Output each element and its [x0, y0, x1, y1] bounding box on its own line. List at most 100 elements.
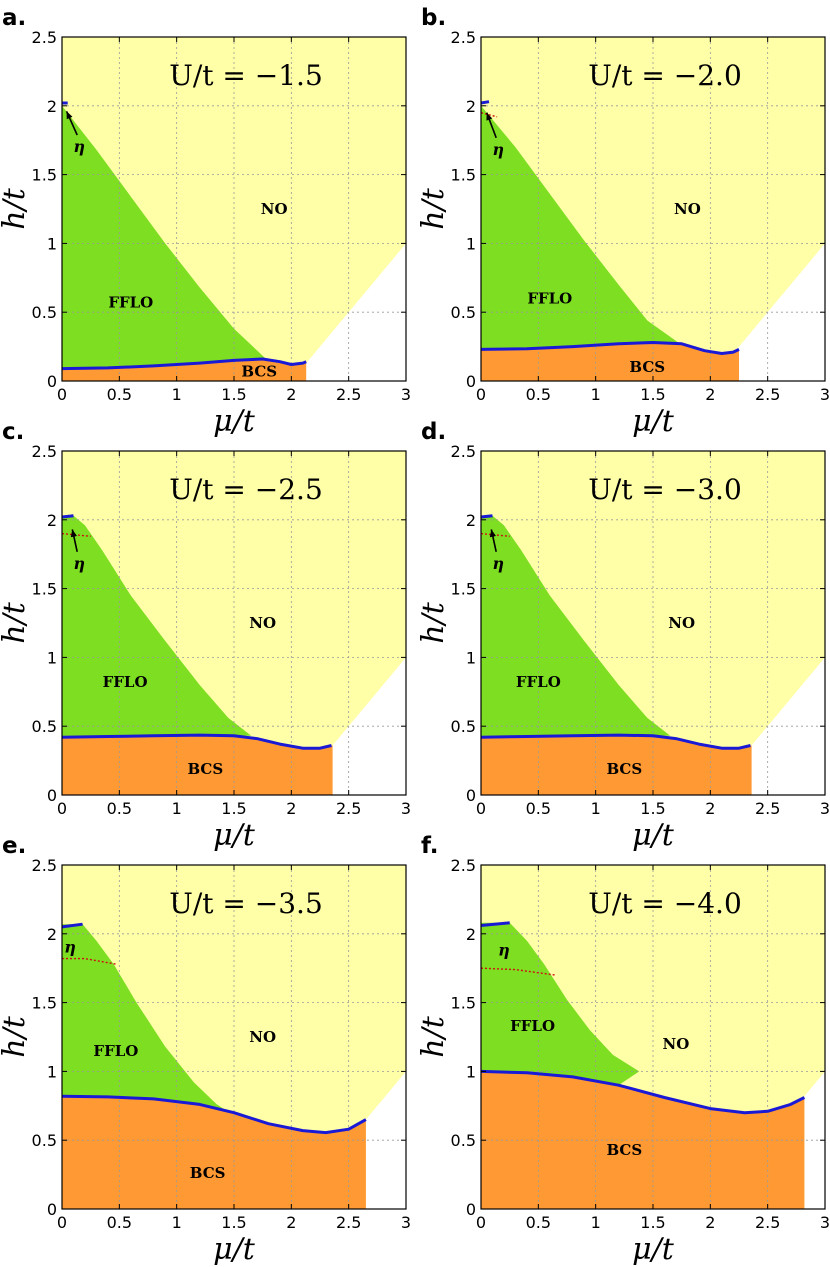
y-tick-label: 2.5: [451, 442, 476, 461]
region-label-bcs: BCS: [606, 760, 642, 778]
y-axis-label: h/t: [416, 1015, 451, 1057]
eta-label: η: [498, 940, 510, 959]
x-tick-label: 1: [172, 385, 182, 404]
chart-panel-6: 0 0.5 1 1.5 2 2.5 3 0 0.5 1 1.5 2 2.5 μ/t h/t f. U/t = −…: [416, 833, 830, 1267]
y-axis-label: h/t: [0, 601, 32, 643]
y-tick-label: 1: [466, 234, 476, 253]
x-tick-label: 2.5: [755, 385, 780, 404]
x-tick-label: 1: [591, 799, 601, 818]
region-label-bcs: BCS: [606, 1141, 642, 1159]
region-label-no: NO: [249, 614, 276, 632]
chart-panel-4: 0 0.5 1 1.5 2 2.5 3 0 0.5 1 1.5 2 2.5 μ/t h/t d. U/t = −…: [416, 419, 830, 853]
panel-letter: b.: [421, 5, 446, 31]
y-tick-label: 0: [47, 1200, 57, 1219]
region-bcs: [62, 735, 333, 795]
y-tick-label: 0: [47, 786, 57, 805]
y-axis-label: h/t: [0, 187, 32, 229]
chart-panel-5: 0 0.5 1 1.5 2 2.5 3 0 0.5 1 1.5 2 2.5 μ/t h/t e. U/t = −…: [0, 833, 411, 1267]
region-label-bcs: BCS: [190, 1164, 226, 1182]
y-tick-label: 1: [466, 648, 476, 667]
region-fflo: [62, 924, 234, 1116]
region-label-no: NO: [249, 1028, 276, 1046]
bcs-boundary-line: [61, 733, 332, 750]
y-tick-label: 2.5: [32, 28, 57, 47]
y-tick-label: 2: [466, 925, 476, 944]
y-axis-label: h/t: [416, 601, 451, 643]
chart-title: U/t = −3.0: [588, 473, 742, 506]
region-label-bcs: BCS: [187, 760, 223, 778]
eta-arrow-head: [486, 112, 493, 121]
y-tick-label: 1: [466, 1062, 476, 1081]
x-tick-label: 0.5: [526, 385, 551, 404]
eta-dashed-line: [61, 532, 91, 537]
y-tick-label: 2.5: [32, 442, 57, 461]
x-tick-label: 1.5: [640, 799, 665, 818]
x-tick-label: 1.5: [640, 385, 665, 404]
x-tick-label: 0.5: [526, 799, 551, 818]
chart-title: U/t = −1.5: [169, 59, 323, 92]
chart-title: U/t = −2.5: [169, 473, 323, 506]
x-tick-label: 0: [57, 1213, 67, 1232]
x-tick-label: 0: [476, 385, 486, 404]
panel-letter: a.: [2, 5, 26, 31]
y-tick-label: 1.5: [32, 166, 57, 185]
eta-line: [61, 922, 83, 929]
x-tick-label: 1: [172, 1213, 182, 1232]
eta-line: [480, 514, 493, 519]
region-fflo: [481, 922, 640, 1086]
x-tick-label: 2: [705, 799, 715, 818]
region-label-no: NO: [261, 200, 288, 218]
x-tick-label: 0.5: [107, 1213, 132, 1232]
x-tick-label: 1.5: [221, 799, 246, 818]
eta-line: [480, 100, 490, 105]
x-tick-label: 3: [820, 799, 830, 818]
bcs-boundary-line: [480, 733, 751, 750]
x-tick-label: 2: [286, 1213, 296, 1232]
x-tick-label: 0: [476, 799, 486, 818]
region-bcs: [481, 735, 752, 795]
x-tick-label: 2: [705, 1213, 715, 1232]
x-tick-label: 2.5: [336, 799, 361, 818]
region-fflo: [62, 105, 267, 369]
region-label-fflo: FFLO: [93, 1042, 138, 1060]
y-tick-label: 0.5: [451, 1131, 476, 1150]
eta-label: η: [492, 554, 504, 573]
region-fflo: [62, 515, 252, 738]
eta-label: η: [64, 938, 76, 957]
x-tick-label: 3: [401, 385, 411, 404]
bcs-boundary-line: [480, 1069, 806, 1115]
x-tick-label: 0.5: [107, 385, 132, 404]
y-tick-label: 0.5: [32, 717, 57, 736]
y-tick-label: 2.5: [32, 856, 57, 875]
chart-panel-1: 0 0.5 1 1.5 2 2.5 3 0 0.5 1 1.5 2 2.5 μ/t h/t a. U/t = −…: [0, 5, 411, 439]
x-axis-label: μ/t: [213, 818, 256, 853]
eta-label: η: [73, 137, 85, 156]
eta-line: [61, 514, 74, 519]
region-fflo: [481, 105, 679, 350]
chart-title: U/t = −2.0: [588, 59, 742, 92]
x-tick-label: 2: [286, 799, 296, 818]
eta-label: η: [492, 140, 504, 159]
region-label-bcs: BCS: [241, 362, 277, 380]
region-label-bcs: BCS: [629, 358, 665, 376]
region-label-fflo: FFLO: [103, 673, 148, 691]
region-label-fflo: FFLO: [510, 1017, 555, 1035]
y-tick-label: 2: [466, 511, 476, 530]
region-label-no: NO: [668, 614, 695, 632]
region-label-fflo: FFLO: [516, 673, 561, 691]
y-tick-label: 0: [466, 786, 476, 805]
y-axis-label: h/t: [0, 1015, 32, 1057]
y-tick-label: 0: [47, 372, 57, 391]
chart-title: U/t = −3.5: [169, 887, 323, 920]
y-tick-label: 1.5: [451, 994, 476, 1013]
eta-dashed-line: [480, 532, 510, 537]
y-tick-label: 2: [466, 97, 476, 116]
x-axis-label: μ/t: [632, 818, 675, 853]
eta-arrow-head: [66, 111, 73, 120]
y-tick-label: 2: [47, 925, 57, 944]
x-axis-label: μ/t: [632, 404, 675, 439]
x-axis-label: μ/t: [632, 1232, 675, 1267]
y-tick-label: 0.5: [451, 717, 476, 736]
x-axis-label: μ/t: [213, 1232, 256, 1267]
panel-letter: d.: [421, 419, 446, 445]
